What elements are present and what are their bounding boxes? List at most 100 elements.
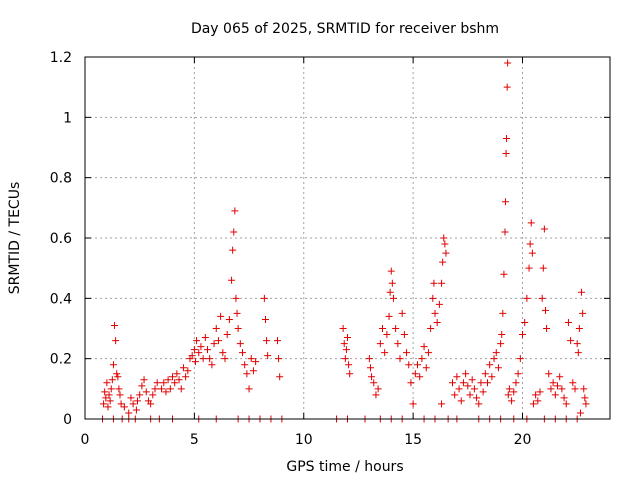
data-point: [532, 391, 540, 399]
data-point: [107, 385, 115, 393]
data-point: [429, 294, 437, 302]
data-point: [104, 403, 112, 411]
data-point: [173, 370, 181, 378]
data-point: [208, 361, 216, 369]
data-point: [188, 352, 196, 360]
data-point: [503, 134, 511, 142]
data-point: [346, 370, 354, 378]
data-point: [241, 361, 249, 369]
data-point: [236, 340, 244, 348]
data-point: [549, 379, 557, 387]
data-point: [147, 400, 155, 408]
data-point: [449, 379, 456, 387]
data-point: [571, 385, 579, 393]
data-point: [578, 288, 586, 296]
data-point: [136, 391, 144, 399]
data-point: [556, 373, 564, 381]
data-point: [102, 394, 110, 402]
data-point: [442, 249, 450, 257]
data-point: [153, 379, 161, 387]
y-tick-label: 0.6: [50, 231, 72, 247]
data-point: [231, 207, 239, 215]
data-point: [464, 382, 472, 390]
data-point: [438, 279, 446, 287]
data-point: [206, 355, 214, 363]
data-point: [127, 394, 135, 402]
data-point: [418, 355, 426, 363]
data-point: [560, 394, 568, 402]
y-axis-label: SRMTID / TECUs: [7, 182, 23, 295]
data-point: [539, 264, 547, 272]
data-point: [475, 400, 483, 408]
data-point: [526, 240, 534, 248]
data-point: [214, 337, 222, 345]
data-point: [197, 343, 205, 351]
data-point: [106, 397, 114, 405]
data-point: [430, 279, 438, 287]
data-point: [120, 403, 128, 411]
data-point: [115, 385, 123, 393]
data-point: [396, 355, 404, 363]
data-point: [103, 379, 111, 387]
data-point: [276, 373, 284, 381]
data-point: [365, 355, 373, 363]
x-tick-label: 15: [404, 432, 422, 448]
data-point: [217, 312, 225, 320]
data-point: [508, 397, 516, 405]
data-point: [541, 306, 549, 314]
data-point: [228, 276, 236, 284]
data-point: [247, 355, 255, 363]
data-point: [261, 315, 269, 323]
data-point: [392, 325, 400, 332]
axis-ticks: 0 5 10 15 20 0 0.2 0.4 0.6 0.8 1 1.2: [50, 50, 610, 448]
x-tick-label: 10: [295, 432, 313, 448]
data-point: [117, 400, 125, 408]
plot-frame: [84, 56, 611, 420]
data-point: [574, 349, 582, 357]
data-point: [523, 294, 531, 302]
data-point: [547, 385, 555, 393]
data-point: [129, 400, 137, 408]
data-point: [171, 379, 179, 387]
y-tick-label: 1: [63, 110, 72, 126]
data-point: [502, 150, 510, 158]
data-point: [210, 340, 218, 348]
data-point: [543, 325, 551, 332]
data-point: [582, 400, 590, 408]
data-point: [138, 382, 146, 390]
data-point: [498, 331, 506, 339]
data-point: [510, 388, 518, 396]
data-point: [516, 355, 524, 363]
data-point: [416, 373, 424, 381]
data-point: [142, 388, 150, 396]
data-point: [385, 312, 393, 320]
data-point: [486, 361, 494, 369]
data-point: [453, 373, 461, 381]
x-tick-label: 0: [81, 432, 90, 448]
data-point: [569, 379, 577, 387]
data-point: [345, 361, 353, 369]
data-point: [431, 309, 439, 317]
data-point: [223, 331, 231, 339]
data-point: [229, 246, 237, 254]
data-point: [470, 385, 478, 393]
data-point: [221, 355, 229, 363]
data-point: [182, 373, 190, 381]
data-point: [400, 331, 408, 339]
data-point: [108, 376, 116, 384]
data-point: [479, 388, 487, 396]
data-point: [164, 376, 172, 384]
data-point: [501, 228, 509, 236]
data-point: [525, 264, 533, 272]
x-tick-label: 5: [190, 432, 199, 448]
data-point: [567, 337, 575, 345]
data-point: [134, 397, 141, 405]
data-point: [252, 358, 260, 366]
data-point: [422, 364, 430, 372]
data-point: [116, 391, 124, 399]
data-point: [225, 315, 233, 323]
data-point: [576, 409, 584, 417]
data-point: [112, 337, 120, 345]
data-point: [125, 409, 133, 417]
